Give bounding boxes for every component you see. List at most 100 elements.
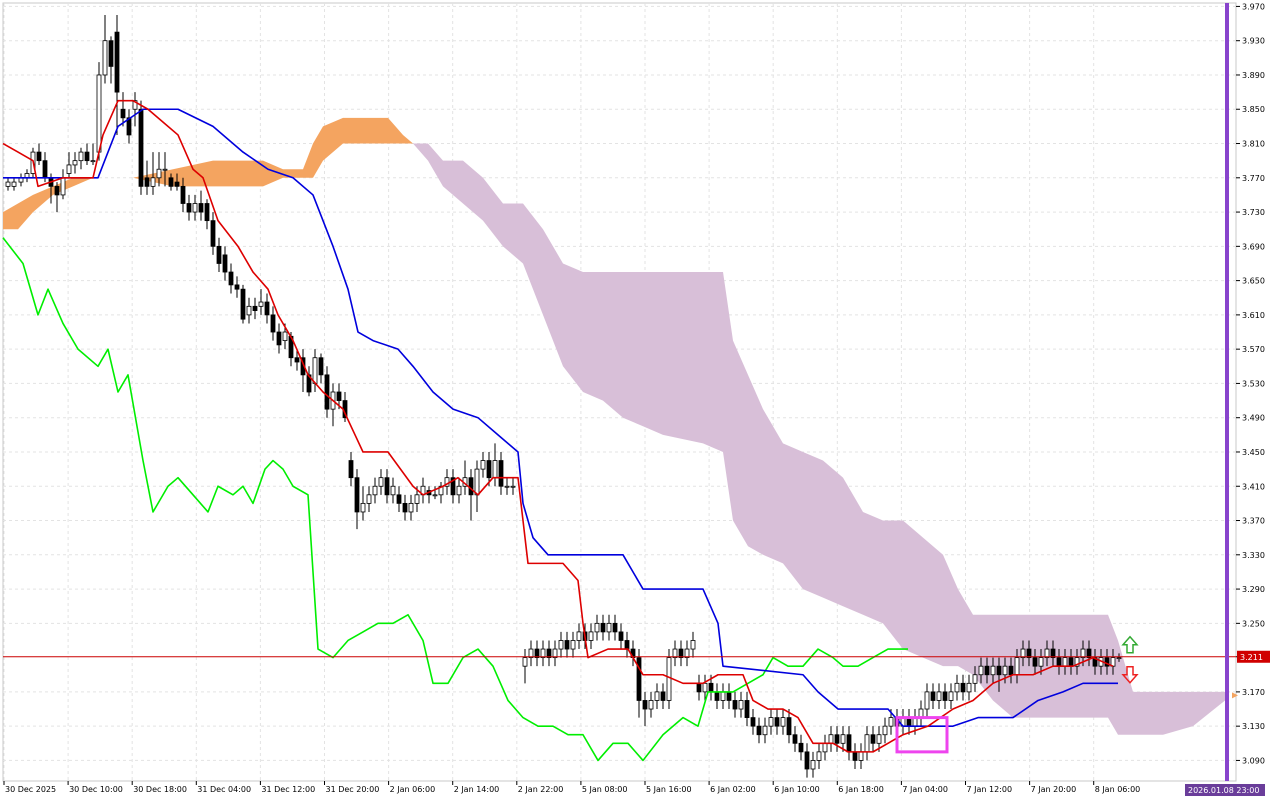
candle-body [54,185,60,196]
candle-body [1032,657,1038,667]
candle-body [1002,665,1008,676]
candle-body [666,657,672,701]
candle-body [960,682,966,693]
candle-body [318,357,324,376]
candle-body [456,485,462,496]
candle-body [468,477,474,496]
candle-body [1056,657,1062,667]
candle-body [1050,648,1056,659]
candle-body [816,751,822,761]
candle-body [756,725,762,736]
x-tick-label: 31 Dec 12:00 [261,785,315,794]
candle-body [948,691,954,701]
candle-body [564,640,570,650]
y-tick-label: 3.330 [1242,551,1265,560]
candle-body [642,700,648,710]
candle-body [858,751,864,761]
candle-body [852,751,858,761]
axes-layer: 3.970 3.930 3.890 3.850 3.810 3.770 3.730 3.690… [3,2,1270,796]
candle-body [924,691,930,710]
y-tick-label: 3.370 [1242,517,1265,526]
candle-body [1020,648,1026,659]
candle-body [5,181,11,187]
x-tick-label: 30 Dec 2025 [5,785,56,794]
x-tick-label: 5 Jan 08:00 [582,785,628,794]
candle-body [204,203,210,222]
x-tick-label: 6 Jan 18:00 [838,785,884,794]
highlight-box [895,716,949,754]
candle-body [1086,648,1092,659]
candle-body [1062,657,1068,667]
candle-body [708,682,714,693]
candle-body [162,168,168,171]
candle-body [486,460,492,479]
candle-body [378,477,384,487]
end-time-label: 2026.01.08 23:00 [1188,786,1259,795]
candle-body [672,648,678,659]
candle-body [450,477,456,496]
candle-body [750,717,756,727]
candle-body [240,288,246,320]
candle-body [738,700,744,710]
candle-body [720,691,726,701]
candle-body [552,648,558,659]
candle-body [192,203,198,213]
y-tick-label: 3.930 [1242,37,1265,46]
tenkan-sen-line [2,99,1114,753]
candle-body [84,151,90,162]
candle-body [1044,648,1050,659]
candle-body [60,177,66,196]
candle-body [432,494,438,497]
candle-body [1068,657,1074,667]
candle-body [282,331,288,341]
candle-body [126,117,132,136]
cloud-end-marker [1232,692,1238,699]
arrow-up-icon [1121,635,1139,654]
candle-body [876,734,882,744]
candle-body [78,151,84,162]
candle-body [690,640,696,650]
candle-body [96,74,102,153]
candle-body [558,640,564,650]
candle-body [234,284,240,290]
candle-body [774,717,780,727]
y-tick-label: 3.530 [1242,379,1265,388]
candle-body [354,477,360,513]
candle-body [336,391,342,401]
candle-body [678,648,684,659]
candle-body [696,682,702,693]
current-price-label-bg [1237,650,1270,663]
candle-body [258,301,264,307]
y-tick-label: 3.570 [1242,345,1265,354]
candle-body [942,691,948,701]
candle-body [840,734,846,744]
x-tick-label: 5 Jan 16:00 [646,785,692,794]
candle-body [348,460,354,479]
candle-body [1008,665,1014,676]
candle-body [870,734,876,744]
candle-body [132,100,138,110]
candle-body [978,665,984,676]
candle-body [888,717,894,727]
candle-body [972,674,978,684]
y-tick-label: 3.250 [1242,619,1265,628]
candle-body [534,648,540,659]
candle-body [846,734,852,753]
candle-body [702,682,708,693]
candle-body [102,40,108,76]
candle-body [540,648,546,659]
chikou-span-line [2,237,908,762]
candle-body [1116,657,1122,660]
candle-body [606,622,612,633]
candle-body [366,494,372,504]
candle-body [966,682,972,693]
candle-body [156,168,162,179]
candle-body [1014,657,1020,676]
candle-body [786,717,792,736]
candle-body [11,181,17,187]
candle-body [990,665,996,676]
candle-body [1038,657,1044,667]
candle-body [780,717,786,727]
candle-body [312,357,318,384]
